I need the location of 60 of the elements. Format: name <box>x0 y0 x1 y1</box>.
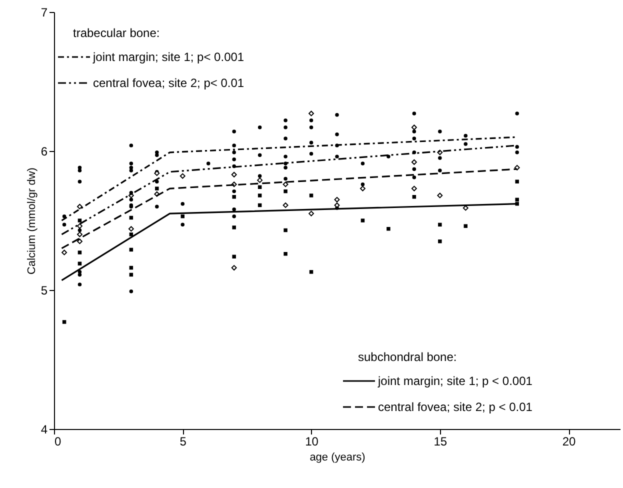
point <box>282 202 288 208</box>
point <box>514 164 520 170</box>
point <box>284 189 288 194</box>
point <box>308 110 314 116</box>
point <box>334 196 340 202</box>
annotation: subchondral bone: <box>358 350 457 364</box>
point <box>232 226 236 230</box>
point <box>464 224 468 228</box>
point <box>515 198 519 202</box>
point <box>437 192 443 198</box>
x-tick-label: 5 <box>180 434 187 448</box>
legend-label: joint margin; site 1; p < 0.001 <box>377 374 533 388</box>
point <box>76 223 82 229</box>
point <box>282 182 288 188</box>
x-tick-label: 0 <box>54 434 62 448</box>
x-tick-label: 20 <box>562 434 576 448</box>
point <box>411 124 417 130</box>
point <box>438 222 442 227</box>
y-axis-title: Calcium (mmol/gr dw) <box>26 168 38 274</box>
point <box>411 186 417 192</box>
point <box>309 270 314 274</box>
point <box>128 226 134 232</box>
point <box>308 210 314 216</box>
legend-label: central fovea; site 2; p < 0.01 <box>378 400 533 414</box>
point <box>76 238 82 244</box>
point <box>231 172 237 178</box>
y-tick-label: 6 <box>40 144 48 158</box>
point <box>309 194 314 198</box>
point <box>231 265 237 270</box>
y-tick-label: 5 <box>40 284 48 298</box>
point <box>78 250 82 254</box>
x-tick-label: 10 <box>305 434 319 448</box>
point <box>284 252 288 256</box>
x-tick-label: 15 <box>434 434 448 448</box>
point <box>411 159 417 165</box>
annotation: trabecular bone: <box>73 26 160 40</box>
point <box>360 218 365 222</box>
point <box>515 180 519 184</box>
y-tick-label: 7 <box>40 6 48 20</box>
point <box>62 250 68 256</box>
point <box>76 232 82 238</box>
point <box>232 195 236 199</box>
point <box>438 239 442 244</box>
legend-label: joint margin; site 1; p< 0.001 <box>92 50 244 64</box>
x-axis-title: age (years) <box>310 452 366 464</box>
point <box>62 320 66 324</box>
point <box>386 226 390 231</box>
point <box>360 186 366 192</box>
legend-label: central fovea; site 2; p< 0.01 <box>93 76 244 90</box>
point <box>76 204 82 210</box>
point <box>155 186 159 190</box>
point <box>180 173 186 179</box>
point <box>78 262 82 266</box>
point <box>78 218 82 222</box>
point <box>232 254 236 259</box>
point <box>257 177 263 183</box>
point <box>284 228 288 232</box>
point <box>129 232 134 236</box>
y-tick-label: 4 <box>40 422 48 436</box>
point <box>258 194 262 198</box>
